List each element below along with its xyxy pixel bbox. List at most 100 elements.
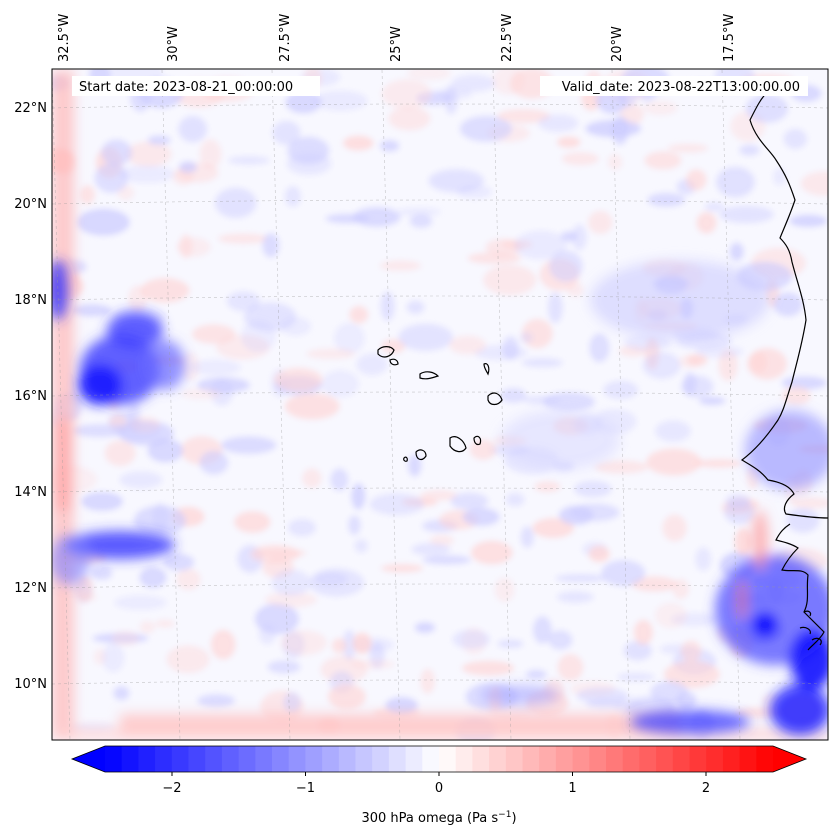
capeverde-brava xyxy=(403,456,408,462)
omega-noise-blob xyxy=(538,114,579,132)
omega-noise-blob xyxy=(112,420,161,441)
colorbar-step xyxy=(606,746,624,772)
omega-noise-blob xyxy=(250,544,300,564)
omega-noise-blob xyxy=(773,168,786,186)
omega-noise-blob xyxy=(589,333,610,363)
lon-tick-label: 27.5°W xyxy=(278,14,293,62)
omega-noise-blob xyxy=(560,231,578,242)
lon-tick-label: 22.5°W xyxy=(500,14,515,62)
omega-noise-blob xyxy=(408,454,422,477)
lon-tick-label: 20°W xyxy=(610,26,625,62)
omega-noise-blob xyxy=(285,186,301,207)
capeverde-sao-nicolau xyxy=(419,371,440,380)
omega-noise-blob xyxy=(139,566,167,588)
colorbar-extend-max xyxy=(773,746,806,772)
omega-noise-blob xyxy=(611,115,629,145)
omega-noise-blob xyxy=(102,643,125,672)
omega-noise-blob xyxy=(280,317,311,336)
omega-noise-blob xyxy=(380,140,400,152)
omega-noise-blob xyxy=(594,460,649,474)
omega-noise-blob xyxy=(356,353,388,376)
omega-noise-blob xyxy=(334,323,365,354)
omega-noise-blob xyxy=(745,94,789,123)
omega-noise-blob xyxy=(533,616,552,644)
omega-noise-blob xyxy=(113,686,130,701)
colorbar-step xyxy=(722,746,741,772)
omega-noise-blob xyxy=(313,90,368,111)
omega-noise-blob xyxy=(147,135,171,145)
omega-noise-blob xyxy=(567,282,584,298)
omega-noise-blob xyxy=(724,499,755,525)
colorbar-step xyxy=(188,746,206,772)
colorbar-step xyxy=(622,746,640,772)
omega-noise-blob xyxy=(215,187,257,218)
omega-noise-blob xyxy=(471,540,513,565)
meridian-17p5w xyxy=(721,69,741,740)
colorbar-outline xyxy=(70,745,808,773)
info-labels: Start date: 2023-08-21_00:00:00 Valid_da… xyxy=(72,76,808,96)
omega-noise-blob xyxy=(520,526,534,548)
omega-noise-blob xyxy=(125,141,172,167)
gambia-senegal-coast xyxy=(775,523,825,651)
omega-noise-blob xyxy=(72,424,127,438)
omega-noise-blob xyxy=(494,577,515,602)
colorbar-step xyxy=(455,746,473,772)
omega-noise-blob xyxy=(409,214,433,228)
omega-noise-blob xyxy=(331,638,347,654)
omega-noise-blob xyxy=(789,214,828,227)
omega-noise-blob xyxy=(280,630,327,656)
omega-noise-blob xyxy=(485,238,522,256)
omega-noise-blob xyxy=(719,206,774,223)
omega-noise-blob xyxy=(655,420,691,442)
colorbar-step xyxy=(355,746,373,772)
meridian-20w xyxy=(611,69,631,740)
colorbar-step xyxy=(422,746,440,772)
omega-noise-blob xyxy=(354,539,368,553)
valid-date-box xyxy=(540,76,808,96)
africa-coastline xyxy=(740,91,828,519)
parallel-16n xyxy=(52,391,828,397)
colorbar-extend-min xyxy=(72,746,105,772)
omega-noise-blob xyxy=(444,85,458,115)
omega-noise-blob xyxy=(111,630,140,646)
omega-noise-blob xyxy=(147,438,183,463)
omega-noise-blob xyxy=(678,354,702,369)
omega-noise-blob xyxy=(152,503,169,533)
omega-noise-blob xyxy=(642,352,681,379)
omega-noise-blob xyxy=(791,497,828,509)
omega-noise-blob xyxy=(617,672,655,682)
omega-noise-blob xyxy=(288,519,316,537)
omega-noise-blob xyxy=(574,480,612,498)
valid-date-label: Valid_date: 2023-08-22T13:00:00.00 xyxy=(562,80,800,95)
omega-noise-blob xyxy=(644,151,682,170)
omega-noise-blob xyxy=(420,490,458,501)
omega-noise-blob xyxy=(351,483,366,510)
omega-noise-blob xyxy=(704,202,725,212)
omega-noise-blob xyxy=(694,459,742,468)
lat-tick-label: 22°N xyxy=(14,101,47,116)
lat-tick-label: 18°N xyxy=(14,293,47,308)
lon-tick-label: 30°W xyxy=(166,26,181,62)
colorbar-label: 300 hPa omega (Pa s−1) xyxy=(361,810,516,826)
omega-noise-blob xyxy=(526,669,547,679)
omega-noise-blob xyxy=(119,165,175,183)
colorbar-step xyxy=(489,746,507,772)
omega-noise-blob xyxy=(647,193,686,207)
colorbar-step xyxy=(405,746,423,772)
start-date-label: Start date: 2023-08-21_00:00:00 xyxy=(79,80,293,95)
omega-noise-blob xyxy=(456,185,492,199)
omega-noise-blob xyxy=(72,304,111,317)
parallel-22n xyxy=(52,103,828,109)
omega-noise-blob xyxy=(325,213,370,224)
bissagos-islands xyxy=(799,610,822,646)
colorbar-tick-label: 1 xyxy=(568,781,576,796)
omega-noise-blob xyxy=(272,121,301,145)
omega-noise-blob xyxy=(505,492,525,507)
omega-noise-blob xyxy=(483,264,537,296)
omega-noise-blob xyxy=(166,645,210,674)
colorbar-step xyxy=(572,746,590,772)
gridlines xyxy=(52,69,828,740)
omega-noise-blob xyxy=(548,292,563,324)
parallel-10n xyxy=(52,679,828,685)
